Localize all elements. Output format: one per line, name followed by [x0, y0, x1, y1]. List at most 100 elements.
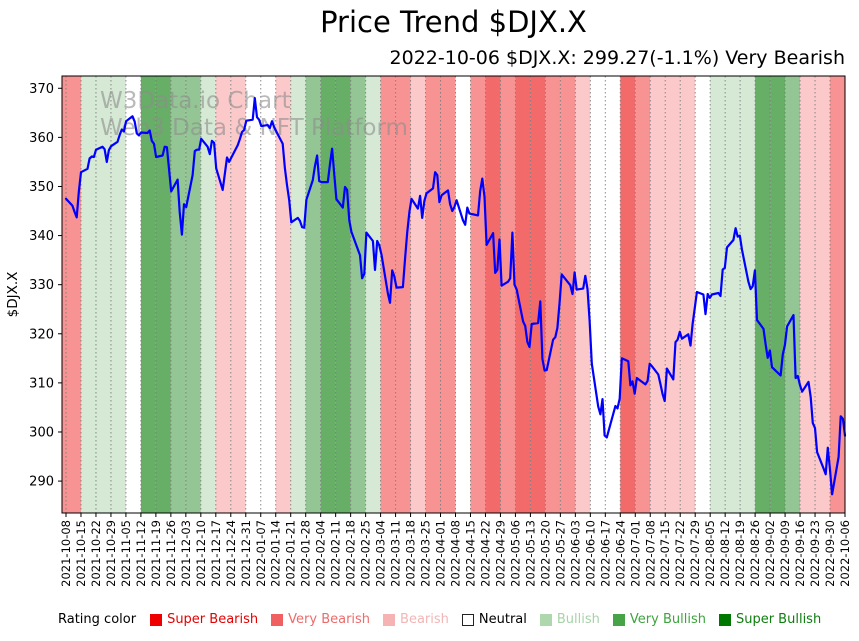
- rating-band-neutral: [590, 76, 606, 513]
- x-tick-label: 2021-12-03: [179, 520, 193, 587]
- legend-swatch: [271, 613, 284, 626]
- legend-item-label: Very Bullish: [629, 612, 706, 627]
- x-tick-label: 2022-08-05: [703, 520, 717, 587]
- rating-band-bullish: [365, 76, 381, 513]
- rating-band-bullish: [95, 76, 111, 513]
- x-tick-label: 2022-04-08: [449, 520, 463, 587]
- rating-band-bearish: [650, 76, 666, 513]
- x-tick-label: 2022-01-07: [254, 520, 268, 587]
- rating-band-very_bearish: [395, 76, 411, 513]
- rating-band-bearish: [410, 76, 426, 513]
- rating-band-super_bullish: [335, 76, 351, 513]
- rating-band-very_bearish: [440, 76, 456, 513]
- x-tick-label: 2021-12-24: [224, 520, 238, 587]
- plot-frame: [61, 75, 846, 514]
- legend-item-bullish: Bullish: [539, 612, 600, 627]
- rating-legend: Rating color Super Bearish Very Bearish Be…: [58, 612, 834, 627]
- rating-band-bullish: [710, 76, 726, 513]
- rating-band-super_bullish: [140, 76, 156, 513]
- x-tick-label: 2022-01-28: [299, 520, 313, 587]
- x-tick-label: 2022-02-25: [359, 520, 373, 587]
- x-tick-label: 2022-02-11: [329, 520, 343, 587]
- legend-swatch: [383, 613, 396, 626]
- x-tick-label: 2022-09-23: [808, 520, 822, 587]
- x-tick-label: 2022-09-16: [793, 520, 807, 587]
- x-tick-label: 2022-08-26: [748, 520, 762, 587]
- rating-band-neutral: [605, 76, 621, 513]
- chart-title: Price Trend $DJX.X: [320, 5, 587, 39]
- y-tick-label: 300: [29, 425, 54, 440]
- rating-band-neutral: [260, 76, 276, 513]
- rating-band-bullish: [725, 76, 741, 513]
- rating-band-very_bearish: [470, 76, 486, 513]
- legend-item-label: Neutral: [478, 612, 527, 627]
- rating-band-very_bullish: [185, 76, 201, 513]
- rating-band-super_bullish: [320, 76, 336, 513]
- legend-item-very-bearish: Very Bearish: [271, 612, 370, 627]
- rating-band-very_bearish: [635, 76, 651, 513]
- x-tick-label: 2021-11-26: [164, 520, 178, 587]
- rating-band-very_bullish: [350, 76, 366, 513]
- x-tick-label: 2022-07-22: [673, 520, 687, 587]
- y-tick-label: 360: [29, 131, 54, 146]
- x-tick-label: 2022-10-06: [838, 520, 852, 587]
- legend-item-super-bearish: Super Bearish: [150, 612, 258, 627]
- watermark-line-2: Web3 Data & NFT Platform: [100, 115, 408, 141]
- x-tick-label: 2022-02-18: [344, 520, 358, 587]
- rating-band-bearish: [215, 76, 231, 513]
- x-tick-label: 2021-11-19: [149, 520, 163, 587]
- rating-band-super_bearish: [485, 76, 501, 513]
- x-tick-label: 2022-04-01: [434, 520, 448, 587]
- rating-band-bullish: [290, 76, 306, 513]
- price-line: [64, 96, 847, 496]
- x-tick-label: 2022-05-06: [508, 520, 522, 587]
- x-tick-label: 2021-10-29: [104, 520, 118, 587]
- y-tick-label: 370: [29, 82, 54, 97]
- x-tick-label: 2022-05-27: [553, 520, 567, 587]
- rating-band-very_bearish: [500, 76, 516, 513]
- y-tick-label: 310: [29, 376, 54, 391]
- legend-item-super-bullish: Super Bullish: [718, 612, 821, 627]
- x-tick-label: 2022-08-12: [718, 520, 732, 587]
- legend-item-very-bullish: Very Bullish: [612, 612, 706, 627]
- rating-band-neutral: [455, 76, 471, 513]
- x-tick-label: 2022-09-30: [823, 520, 837, 587]
- legend-title: Rating color: [58, 612, 137, 627]
- y-tick-label: 340: [29, 229, 54, 244]
- legend-item-neutral: Neutral: [461, 612, 527, 627]
- rating-band-very_bullish: [785, 76, 801, 513]
- price-line-layer: [64, 96, 847, 496]
- x-tick-label: 2022-07-15: [658, 520, 672, 587]
- rating-band-very_bearish: [545, 76, 561, 513]
- rating-band-very_bearish: [425, 76, 441, 513]
- x-tick-label: 2022-04-22: [478, 520, 492, 587]
- rating-band-bearish: [815, 76, 831, 513]
- legend-swatch: [612, 613, 625, 626]
- legend-swatch: [461, 613, 474, 626]
- x-tick-label: 2022-06-10: [583, 520, 597, 587]
- rating-band-neutral: [125, 76, 141, 513]
- x-tick-label: 2022-03-18: [404, 520, 418, 587]
- rating-bands-layer: [62, 76, 845, 513]
- x-tick-label: 2021-12-31: [239, 520, 253, 587]
- x-tick-label: 2021-12-10: [194, 520, 208, 587]
- x-tick-label: 2021-11-12: [134, 520, 148, 587]
- x-tick-label: 2022-07-29: [688, 520, 702, 587]
- rating-band-bullish: [200, 76, 216, 513]
- legend-item-label: Very Bearish: [288, 612, 371, 627]
- rating-band-super_bullish: [770, 76, 786, 513]
- rating-band-very_bullish: [305, 76, 321, 513]
- chart-subtitle: 2022-10-06 $DJX.X: 299.27(-1.1%) Very Be…: [389, 47, 845, 69]
- x-tick-label: 2021-10-15: [74, 520, 88, 587]
- rating-band-bullish: [110, 76, 126, 513]
- legend-item-label: Super Bearish: [167, 612, 259, 627]
- legend-swatch: [539, 613, 552, 626]
- x-tick-label: 2022-04-15: [463, 520, 477, 587]
- rating-band-bearish: [575, 76, 591, 513]
- rating-band-bearish: [230, 76, 246, 513]
- rating-band-very_bullish: [170, 76, 186, 513]
- rating-band-bullish: [740, 76, 756, 513]
- x-tick-label: 2022-05-13: [523, 520, 537, 587]
- rating-band-bearish: [665, 76, 681, 513]
